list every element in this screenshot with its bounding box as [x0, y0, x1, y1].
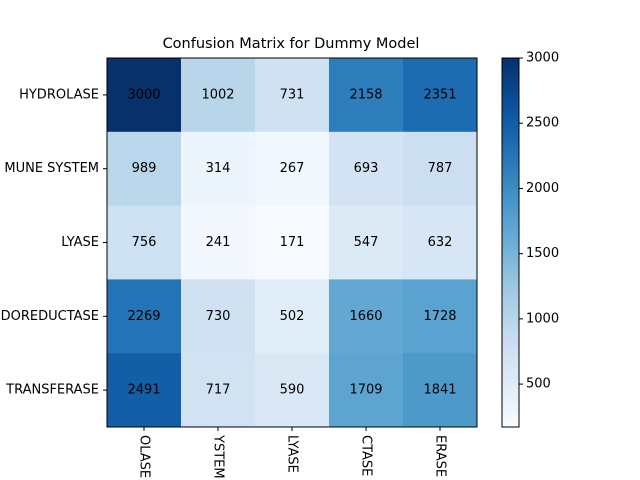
- heatmap-cell: [329, 279, 404, 354]
- y-tick-label: DOREDUCTASE: [1, 309, 99, 324]
- x-tick-label: ERASE: [433, 435, 448, 477]
- heatmap-cell: [107, 58, 182, 133]
- x-tick-label: LYASE: [285, 435, 300, 473]
- heatmap-cell: [255, 131, 330, 207]
- x-tick-label: YSTEM: [211, 434, 226, 479]
- heatmap-cell: [403, 353, 478, 428]
- heatmap-cell: [107, 353, 182, 428]
- colorbar-tick-label: 3000: [526, 51, 559, 66]
- y-tick-label: MUNE SYSTEM: [4, 161, 99, 176]
- heatmap-cell: [181, 353, 256, 428]
- cell-label: 171: [280, 235, 305, 250]
- cell-label: 2351: [423, 87, 456, 102]
- y-tick-label: LYASE: [61, 235, 99, 250]
- x-tick-label: OLASE: [137, 435, 152, 478]
- heatmap-cell: [181, 279, 256, 354]
- cell-label: 547: [354, 235, 379, 250]
- cell-label: 1002: [201, 87, 234, 102]
- cell-label: 787: [428, 161, 453, 176]
- colorbar-tick-label: 500: [526, 377, 551, 392]
- heatmap-cell: [403, 279, 478, 354]
- colorbar-tick-label: 2500: [526, 116, 559, 131]
- cell-label: 731: [280, 87, 305, 102]
- heatmap-cell: [181, 205, 256, 280]
- heatmap-cell: [329, 353, 404, 428]
- cell-label: 717: [206, 383, 231, 398]
- colorbar-tick-label: 1500: [526, 246, 559, 261]
- cell-label: 590: [280, 383, 305, 398]
- cell-label: 756: [132, 235, 157, 250]
- heatmap-cell: [403, 205, 478, 280]
- heatmap-cell: [255, 205, 330, 280]
- x-tick-label: CTASE: [359, 435, 374, 476]
- cell-label: 632: [428, 235, 453, 250]
- cell-label: 2269: [127, 309, 160, 324]
- chart-title: Confusion Matrix for Dummy Model: [163, 36, 420, 52]
- heatmap-cell: [403, 58, 478, 133]
- heatmap-cell: [107, 279, 182, 354]
- y-tick-label: TRANSFERASE: [5, 383, 99, 398]
- cell-label: 502: [280, 309, 305, 324]
- colorbar-tick-label: 1000: [526, 311, 559, 326]
- heatmap-cell: [255, 279, 330, 354]
- cell-label: 730: [206, 309, 231, 324]
- cell-label: 267: [280, 161, 305, 176]
- heatmap-cell: [107, 205, 182, 280]
- cell-label: 1728: [423, 309, 456, 324]
- cell-label: 241: [206, 235, 231, 250]
- heatmap-cell: [329, 205, 404, 280]
- cell-label: 2491: [127, 383, 160, 398]
- cell-label: 3000: [127, 87, 160, 102]
- heatmap-cell: [255, 58, 330, 133]
- y-tick-label: HYDROLASE: [19, 87, 99, 102]
- heatmap-cell: [329, 58, 404, 133]
- colorbar-tick-label: 2000: [526, 181, 559, 196]
- heatmap-cell: [181, 131, 256, 207]
- cell-label: 693: [354, 161, 379, 176]
- cell-label: 1709: [349, 383, 382, 398]
- heatmap-cell: [107, 131, 182, 207]
- colorbar: [501, 57, 520, 428]
- heatmap-cell: [181, 58, 256, 133]
- cell-label: 2158: [349, 87, 382, 102]
- heatmap-cell: [403, 131, 478, 207]
- cell-label: 1841: [423, 383, 456, 398]
- heatmap-cell: [329, 131, 404, 207]
- heatmap-cell: [255, 353, 330, 428]
- cell-label: 989: [132, 161, 157, 176]
- cell-label: 1660: [349, 309, 382, 324]
- cell-label: 314: [206, 161, 231, 176]
